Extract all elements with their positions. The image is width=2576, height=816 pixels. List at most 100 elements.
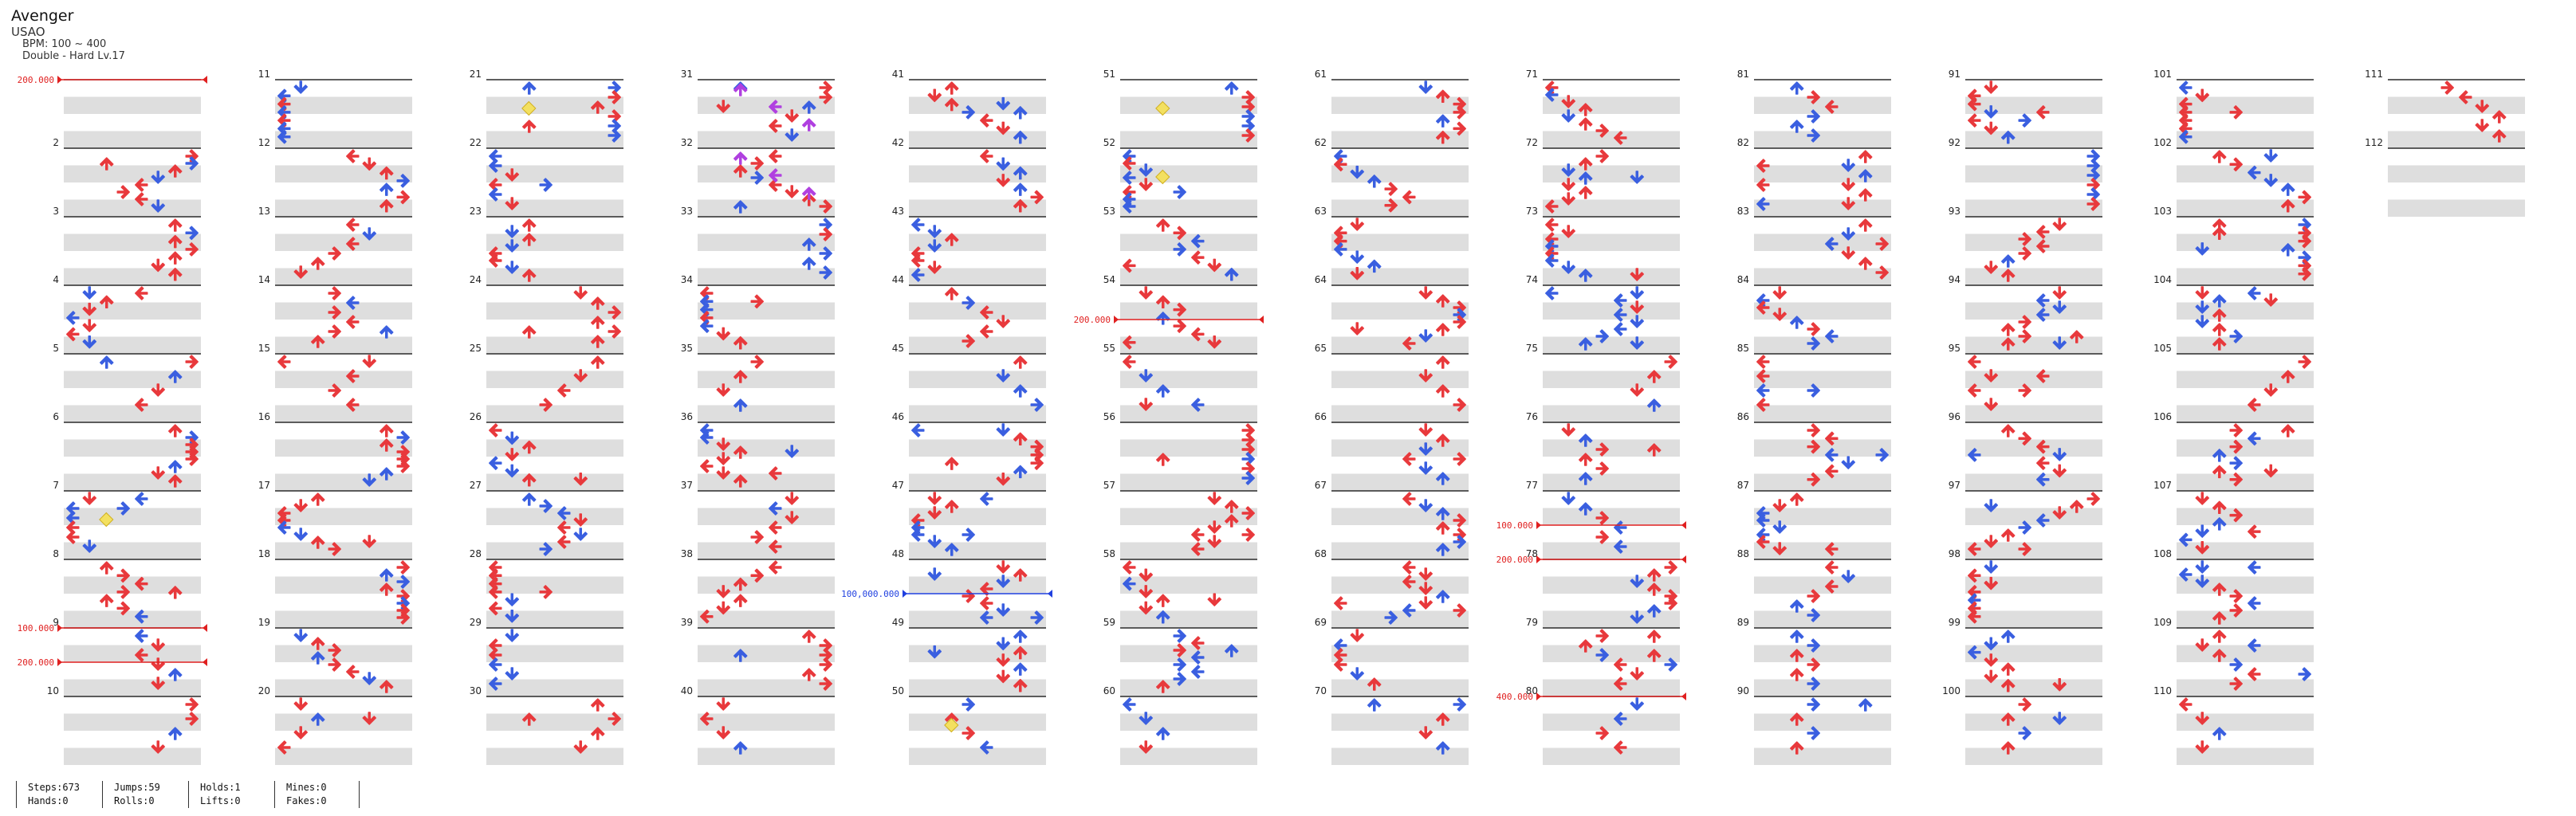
arrow-note: [1772, 542, 1787, 555]
measure-number: 48: [892, 548, 904, 559]
measure-number: 9: [53, 617, 59, 628]
stat-mines-fakes: Mines:0 Fakes:0: [274, 781, 327, 808]
arrow-note: [996, 174, 1010, 187]
measure-band: [1754, 679, 1891, 696]
measure-band: [1120, 713, 1257, 731]
measure-band: [698, 473, 835, 491]
measure-band: [275, 576, 412, 594]
arrow-note: [489, 246, 502, 261]
arrow-note: [1156, 610, 1170, 624]
measure-band: [1543, 679, 1680, 696]
measure-band: [1543, 610, 1680, 628]
arrow-note: [996, 603, 1010, 617]
arrow-note: [1984, 576, 1998, 590]
arrow-note: [116, 185, 130, 199]
arrow-note: [328, 305, 341, 320]
arrow-note: [1156, 384, 1170, 398]
measure-band: [1120, 645, 1257, 662]
measure-band: [64, 96, 201, 114]
arrow-note: [1123, 697, 1136, 712]
measure-band: [909, 645, 1046, 662]
measure-band: [698, 131, 835, 148]
measure-number: 88: [1737, 548, 1749, 559]
measure-number: 90: [1737, 685, 1749, 696]
arrow-note: [396, 610, 410, 625]
arrow-note: [151, 677, 165, 690]
measure-band: [275, 199, 412, 217]
arrow-note: [1968, 593, 1981, 607]
arrow-note: [277, 355, 291, 369]
arrow-note: [980, 113, 993, 128]
arrow-note: [1123, 335, 1136, 350]
measure-number: 12: [258, 137, 270, 148]
arrow-note: [185, 355, 199, 369]
arrow-note: [1984, 535, 1998, 548]
measure-band: [1120, 131, 1257, 148]
arrow-note: [769, 560, 782, 575]
measure-number: 27: [470, 480, 482, 491]
measure-band: [909, 679, 1046, 696]
arrow-note: [1772, 499, 1787, 512]
arrow-note: [522, 233, 537, 246]
arrow-note: [785, 109, 799, 123]
arrow-note: [1595, 329, 1609, 343]
arrow-note: [945, 287, 959, 300]
arrow-note: [2475, 119, 2489, 132]
arrow-note: [1807, 90, 1820, 104]
arrow-note: [2052, 712, 2067, 725]
arrow-note: [82, 286, 96, 300]
arrow-note: [2018, 520, 2031, 535]
arrow-note: [927, 261, 942, 274]
measure-number: 46: [892, 411, 904, 422]
arrow-note: [591, 316, 605, 329]
measure-band: [1754, 302, 1891, 320]
arrow-note: [927, 492, 942, 505]
arrow-note: [945, 97, 959, 112]
arrow-note: [2459, 90, 2472, 104]
arrow-note: [1013, 630, 1028, 643]
arrow-note: [116, 568, 130, 583]
arrow-note: [2179, 96, 2193, 112]
measure-number: 68: [1315, 548, 1327, 559]
arrow-note: [1841, 197, 1855, 210]
arrow-note: [700, 294, 714, 309]
arrow-note: [380, 438, 394, 452]
arrow-note: [1030, 456, 1044, 470]
measure-band: [1754, 747, 1891, 765]
bpm-marker-left: [1114, 316, 1119, 324]
measure-number: 85: [1737, 343, 1749, 354]
arrow-note: [2195, 560, 2209, 574]
arrow-note: [1807, 322, 1820, 336]
arrow-note: [1334, 226, 1347, 241]
arrow-note: [1984, 560, 1998, 574]
measure-band: [1120, 542, 1257, 559]
measure-number: 76: [1526, 411, 1538, 422]
arrow-note: [505, 431, 519, 445]
arrow-note: [2086, 492, 2100, 506]
measure-band: [2388, 199, 2525, 217]
arrow-note: [1968, 609, 1981, 624]
arrow-note: [1350, 266, 1364, 280]
arrow-note: [1968, 585, 1981, 599]
arrow-note: [591, 100, 605, 114]
arrow-note: [1579, 157, 1593, 171]
measure-number: 5: [53, 343, 59, 354]
measure-number: 54: [1103, 274, 1115, 285]
arrow-note: [135, 576, 148, 591]
measure-band: [909, 610, 1046, 628]
measure-band: [1331, 747, 1469, 765]
arrow-note: [2440, 80, 2454, 95]
measure-number: 38: [681, 548, 693, 559]
measure-band: [2177, 336, 2314, 354]
measure-band: [909, 302, 1046, 320]
measure-band: [1120, 576, 1257, 594]
bpm-marker-left: [1536, 521, 1541, 529]
measure-band: [909, 542, 1046, 559]
arrow-note: [1595, 530, 1609, 544]
arrow-note: [311, 712, 325, 726]
arrow-note: [1595, 726, 1609, 740]
arrow-note: [489, 159, 502, 173]
arrow-note: [328, 324, 341, 339]
arrow-note: [168, 218, 183, 232]
arrow-note: [2298, 190, 2311, 205]
